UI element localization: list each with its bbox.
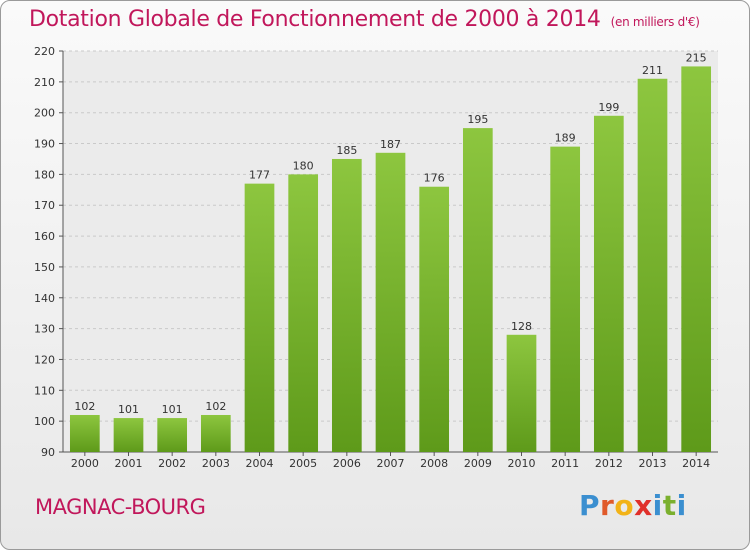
bar [550,146,581,452]
bar [244,183,275,452]
x-tick-label: 2012 [595,457,623,470]
bar-value-label: 189 [555,132,576,145]
bar-value-label: 180 [293,159,314,172]
bar-value-label: 187 [380,138,401,151]
bar-value-label: 195 [467,113,488,126]
bar-value-label: 128 [511,320,532,333]
logo-letter: t [662,489,677,522]
bar-value-label: 102 [205,400,226,413]
x-tick-label: 2010 [508,457,536,470]
proxiti-logo: Proxiti [579,489,687,522]
x-tick-label: 2014 [682,457,710,470]
bar [637,78,668,452]
bar [375,152,406,453]
y-tick-label: 180 [34,168,55,181]
bar [462,128,493,452]
y-tick-label: 150 [34,261,55,274]
x-tick-label: 2005 [289,457,317,470]
bar [506,334,537,452]
bar [288,174,319,452]
bar [69,414,100,452]
y-tick-label: 140 [34,292,55,305]
bar [331,158,362,452]
y-tick-label: 210 [34,76,55,89]
x-tick-label: 2002 [158,457,186,470]
y-tick-label: 220 [34,45,55,58]
x-tick-label: 2008 [420,457,448,470]
x-tick-label: 2011 [551,457,579,470]
bar-value-label: 185 [336,144,357,157]
x-tick-label: 2009 [464,457,492,470]
bar-value-label: 199 [598,101,619,114]
y-tick-label: 110 [34,384,55,397]
bar [681,66,712,452]
bar [200,414,231,452]
y-tick-label: 130 [34,323,55,336]
logo-letter: i [676,489,687,522]
y-tick-label: 190 [34,138,55,151]
y-tick-label: 160 [34,230,55,243]
y-tick-label: 90 [41,446,55,459]
y-tick-label: 100 [34,415,55,428]
y-tick-label: 120 [34,353,55,366]
bar [593,115,624,453]
logo-letter: i [652,489,663,522]
x-tick-label: 2000 [71,457,99,470]
bar-value-label: 177 [249,169,270,182]
chart-unit-note: (en milliers d'€) [610,15,700,29]
logo-letter: o [614,489,635,522]
bar [113,418,144,452]
x-tick-label: 2007 [377,457,405,470]
x-tick-label: 2006 [333,457,361,470]
chart-title-text: Dotation Globale de Fonctionnement de 20… [29,7,601,32]
bar-value-label: 176 [424,172,445,185]
bar-value-label: 101 [162,403,183,416]
commune-name: MAGNAC-BOURG [35,495,206,519]
chart-title: Dotation Globale de Fonctionnement de 20… [29,7,700,32]
bar-value-label: 101 [118,403,139,416]
bar-value-label: 215 [686,51,707,64]
x-tick-label: 2013 [639,457,667,470]
y-tick-label: 170 [34,199,55,212]
x-tick-label: 2003 [202,457,230,470]
y-tick-label: 200 [34,107,55,120]
logo-letter: P [579,489,601,522]
x-tick-label: 2004 [246,457,274,470]
x-tick-label: 2001 [115,457,143,470]
bar-value-label: 102 [74,400,95,413]
bar [419,186,450,452]
logo-letter: r [600,489,615,522]
bar-value-label: 211 [642,64,663,77]
logo-letter: x [634,489,653,522]
bar [157,418,188,452]
